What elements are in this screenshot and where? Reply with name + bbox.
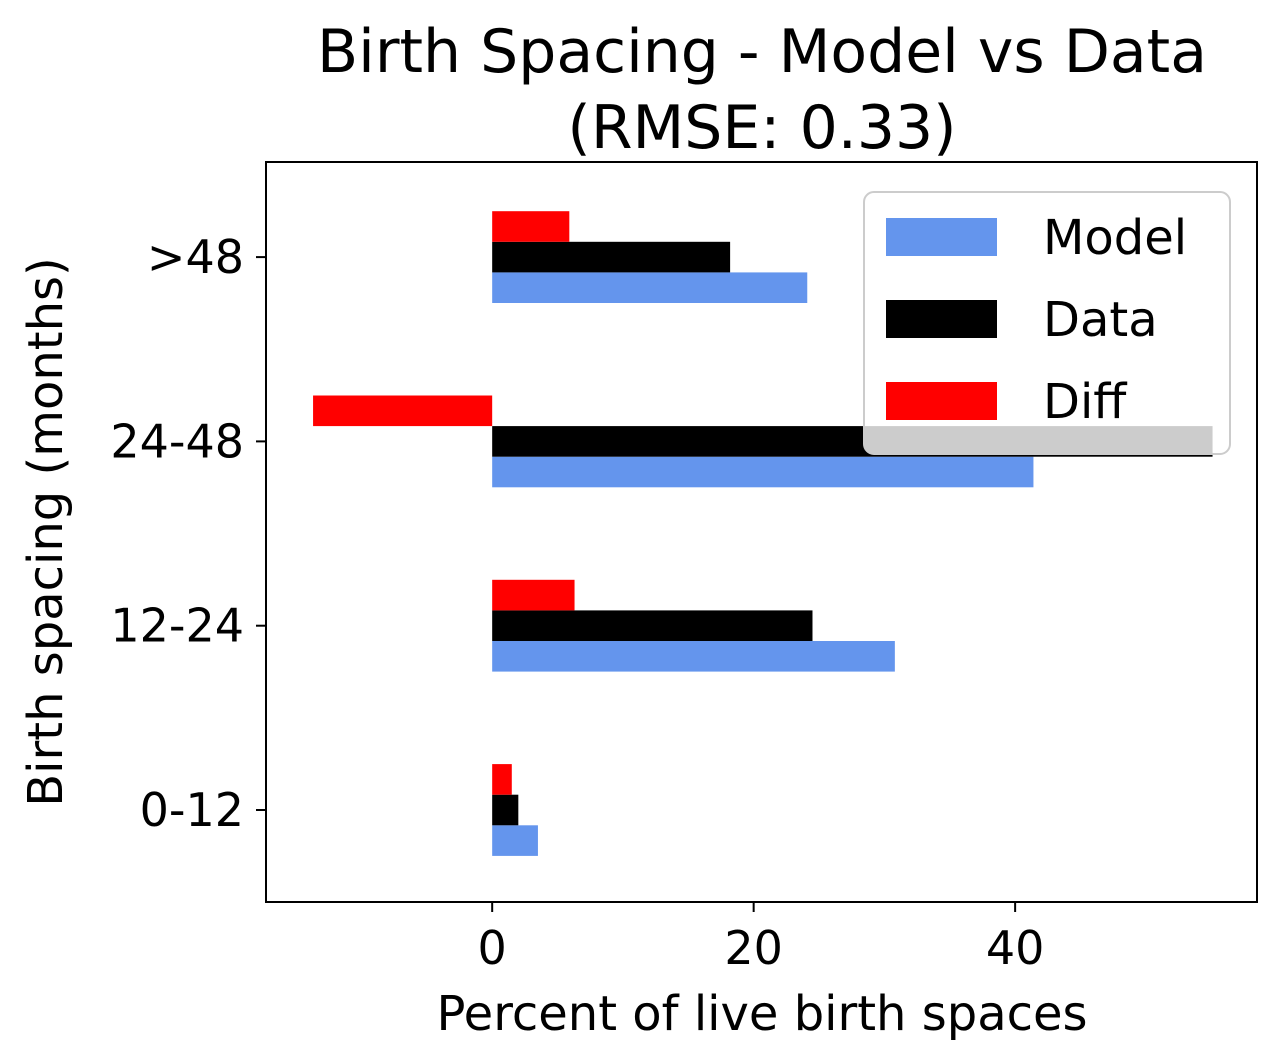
legend-swatch-model <box>886 218 997 256</box>
bar-diff->48 <box>492 211 570 242</box>
bar-data-0-12 <box>492 794 519 826</box>
y-tick-label: 0-12 <box>140 783 244 837</box>
bar-diff-24-48 <box>313 395 493 427</box>
bar-model-12-24 <box>492 641 895 672</box>
legend-label-data: Data <box>1043 292 1158 348</box>
ticks-layer: 0 20 40 0-12 12-24 24-48 >48 <box>110 230 1044 975</box>
bar-model-24-48 <box>492 456 1034 488</box>
y-tick-label: >48 <box>147 230 244 284</box>
x-axis-label: Percent of live birth spaces <box>436 986 1087 1042</box>
bar-data->48 <box>492 241 731 273</box>
bar-model-0-12 <box>492 825 538 856</box>
chart-title: Birth Spacing - Model vs Data <box>317 17 1207 87</box>
y-tick-label: 12-24 <box>110 599 244 653</box>
plot-frame <box>265 161 1258 903</box>
legend: Model Data Diff <box>863 191 1231 455</box>
bar-data-12-24 <box>492 610 813 641</box>
y-tick-label: 24-48 <box>110 414 244 468</box>
x-tick-label: 20 <box>724 921 783 975</box>
legend-label-diff: Diff <box>1043 374 1127 430</box>
bar-model->48 <box>492 272 808 303</box>
x-tick-label: 40 <box>986 921 1045 975</box>
chart-subtitle: (RMSE: 0.33) <box>567 93 956 163</box>
legend-swatch-data <box>886 300 997 338</box>
legend-swatch-diff <box>886 382 997 420</box>
bar-diff-0-12 <box>492 764 512 795</box>
x-tick-label: 0 <box>478 921 507 975</box>
bar-diff-12-24 <box>492 579 575 611</box>
y-axis-label: Birth spacing (months) <box>18 257 74 807</box>
legend-label-model: Model <box>1043 210 1187 266</box>
